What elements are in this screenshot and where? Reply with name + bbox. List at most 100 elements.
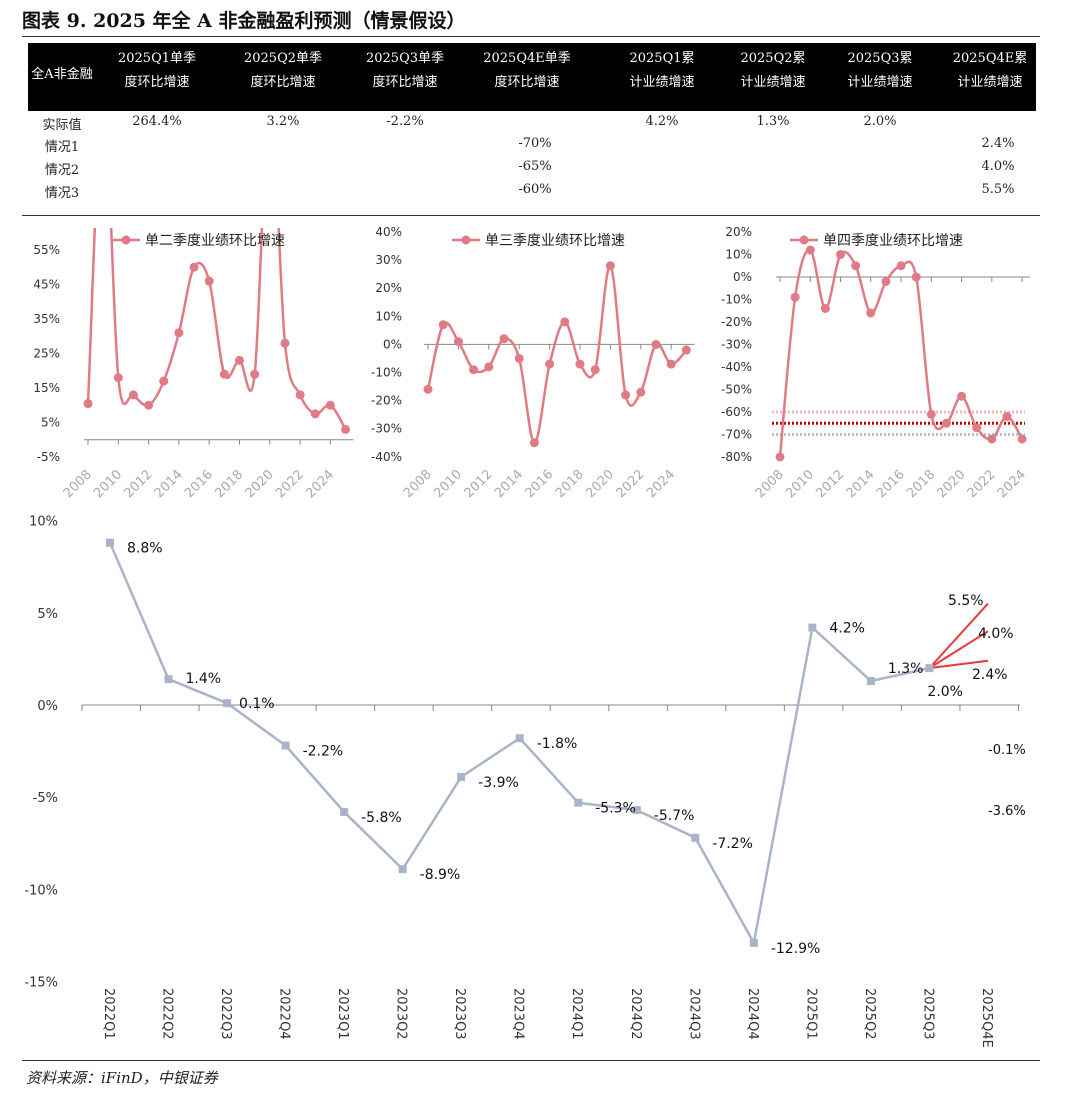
column-header: 2025Q4E单季 度环比增速: [483, 47, 571, 95]
x-tick-label: 2012: [121, 467, 155, 501]
table-cell: -65%: [518, 159, 552, 174]
header-line: 2025Q2单季: [243, 51, 323, 66]
data-point: [499, 334, 509, 344]
header-line: 度环比增速: [494, 75, 560, 90]
data-point: [219, 369, 229, 379]
series-line: [86, 228, 347, 431]
data-point: [560, 317, 570, 327]
data-point: [250, 369, 260, 379]
y-tick-label: 10%: [375, 309, 402, 323]
x-tick-label: 2025Q3: [920, 988, 935, 1040]
header-line: 2025Q4E单季: [483, 51, 571, 66]
data-point: [545, 359, 555, 369]
row-label: 实际值: [42, 118, 82, 133]
scenario-line: [928, 630, 989, 669]
legend-marker: [799, 235, 809, 245]
data-point: [987, 434, 997, 444]
y-tick-label: -80%: [721, 450, 752, 464]
y-tick-label: -10%: [721, 293, 752, 307]
series-line: [426, 264, 688, 445]
y-tick-label: 10%: [725, 248, 752, 262]
data-point: [911, 272, 921, 282]
data-point: [340, 807, 349, 816]
bottom-rule: [22, 1060, 1040, 1061]
data-label: -5.7%: [654, 808, 695, 824]
data-point: [605, 261, 615, 271]
x-tick-label: 2014: [844, 467, 878, 501]
table-cell: 2.0%: [863, 114, 897, 129]
data-point: [851, 261, 861, 271]
data-point: [281, 741, 290, 750]
data-point: [866, 308, 876, 318]
data-point: [423, 384, 433, 394]
data-point: [805, 245, 815, 255]
data-point: [666, 359, 676, 369]
data-label: 1.4%: [186, 671, 222, 687]
table-header: [28, 43, 1036, 111]
x-tick-label: 2022Q3: [218, 988, 233, 1040]
data-point: [438, 320, 448, 330]
x-tick-label: 2025Q1: [803, 988, 818, 1040]
x-tick-label: 2024: [644, 467, 678, 501]
data-point: [223, 699, 232, 708]
table-rule: [22, 215, 1040, 216]
data-point: [636, 387, 646, 397]
y-tick-label: -50%: [721, 383, 752, 397]
data-point: [310, 409, 320, 419]
column-header: 2025Q2累 计业绩增速: [740, 47, 805, 95]
header-line: 度环比增速: [124, 75, 190, 90]
table-cell: 4.2%: [645, 114, 679, 129]
data-point: [189, 262, 199, 272]
series: [423, 261, 691, 448]
table-cell: 1.3%: [756, 114, 790, 129]
data-point: [164, 675, 173, 684]
header-line: 全A非金融: [31, 67, 93, 82]
data-point: [341, 424, 351, 434]
data-point: [681, 345, 691, 355]
data-label: -5.8%: [361, 810, 402, 826]
column-header: 2025Q1累 计业绩增速: [629, 47, 694, 95]
data-label: -12.9%: [771, 941, 821, 957]
legend-label: 单二季度业绩环比增速: [145, 233, 285, 249]
x-tick-label: 2016: [522, 467, 556, 501]
row-label: 情况2: [44, 163, 80, 178]
x-tick-label: 2024: [995, 467, 1029, 501]
x-tick-label: 2014: [492, 467, 526, 501]
data-point: [808, 623, 817, 632]
x-tick-label: 2023Q4: [511, 988, 526, 1040]
data-label: -8.9%: [420, 867, 461, 883]
top-rule: [22, 36, 1040, 37]
y-tick-label: -15%: [24, 976, 58, 991]
y-tick-label: 0%: [733, 270, 752, 284]
data-point: [896, 261, 906, 271]
data-point: [691, 833, 700, 842]
x-tick-label: 2016: [182, 467, 216, 501]
y-tick-label: 0%: [383, 337, 402, 351]
x-tick-label: 2016: [874, 467, 908, 501]
y-tick-label: 5%: [41, 416, 60, 430]
y-tick-label: -60%: [721, 405, 752, 419]
x-tick-label: 2008: [401, 467, 435, 501]
y-tick-label: 40%: [375, 225, 402, 239]
header-line: 计业绩增速: [847, 75, 913, 90]
y-tick-label: -10%: [371, 366, 402, 380]
x-tick-label: 2010: [91, 467, 125, 501]
data-point: [820, 304, 830, 313]
data-point: [398, 865, 407, 874]
data-point: [632, 806, 641, 815]
data-point: [514, 353, 524, 363]
data-point: [651, 339, 661, 349]
header-line: 2025Q3单季: [365, 51, 445, 66]
x-tick-label: 2010: [783, 467, 817, 501]
data-label: 2.0%: [927, 684, 963, 700]
x-tick-label: 2025Q4E: [979, 988, 994, 1048]
data-label: 1.3%: [888, 661, 924, 677]
table-cell: 2.4%: [981, 136, 1015, 151]
data-point: [926, 409, 936, 419]
table-cell: 264.4%: [132, 114, 182, 129]
table-cell: -60%: [518, 182, 552, 197]
series-line: [108, 542, 930, 947]
data-point: [515, 734, 524, 743]
legend-marker: [461, 235, 471, 245]
